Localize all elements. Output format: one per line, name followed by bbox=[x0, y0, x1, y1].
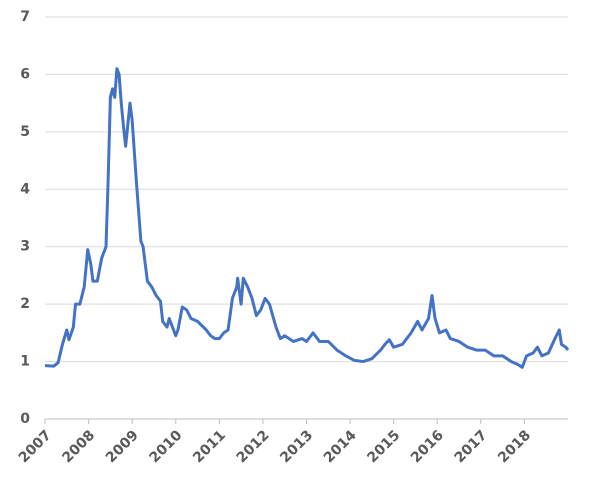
x-tick-label: 2014 bbox=[321, 427, 360, 466]
x-tick-label: 2007 bbox=[16, 427, 55, 466]
x-tick-label: 2013 bbox=[277, 427, 316, 466]
y-tick-label: 5 bbox=[20, 124, 30, 140]
y-tick-label: 1 bbox=[20, 354, 30, 370]
x-tick-label: 2017 bbox=[452, 427, 491, 466]
x-tick-label: 2011 bbox=[190, 427, 229, 466]
x-tick-label: 2009 bbox=[103, 427, 142, 466]
y-tick-label: 6 bbox=[20, 66, 30, 82]
y-tick-label: 7 bbox=[20, 9, 30, 25]
x-tick-label: 2010 bbox=[147, 427, 186, 466]
x-tick-label: 2012 bbox=[234, 427, 273, 466]
x-tick-label: 2015 bbox=[364, 427, 403, 466]
x-tick-label: 2018 bbox=[495, 427, 534, 466]
y-tick-label: 2 bbox=[20, 296, 30, 312]
y-tick-label: 4 bbox=[20, 181, 30, 197]
y-tick-label: 0 bbox=[20, 411, 30, 427]
x-tick-label: 2008 bbox=[59, 427, 98, 466]
x-tick-label: 2016 bbox=[408, 427, 447, 466]
line bbox=[44, 67, 570, 369]
y-tick-label: 3 bbox=[20, 239, 30, 255]
